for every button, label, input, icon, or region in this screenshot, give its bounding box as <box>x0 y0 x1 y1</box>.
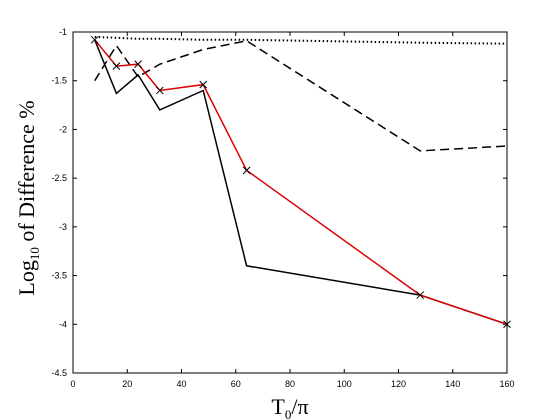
y-axis-label-tail: of Difference % <box>14 100 39 247</box>
y-axis-label-sub: 10 <box>27 247 42 260</box>
y-tick-label: -1.5 <box>51 76 67 86</box>
x-axis-label-sub: 0 <box>285 407 292 420</box>
data-point-marker <box>242 166 251 175</box>
ticks: 0 20 40 60 80 100 120 140 160 -1 -1.5 -2 -2.5 -3 -3.5 -… <box>51 27 514 389</box>
x-tick-label: 20 <box>122 379 132 389</box>
y-tick-label: -2 <box>59 124 67 134</box>
series-dashed-line <box>94 40 508 152</box>
y-axis-label: Log10 of Difference % <box>14 100 42 295</box>
x-tick-label: 40 <box>176 379 186 389</box>
x-tick-label: 100 <box>337 379 352 389</box>
data-point-marker <box>503 320 511 329</box>
y-tick-label: -4.5 <box>51 368 67 378</box>
x-tick-label: 120 <box>391 379 406 389</box>
x-tick-label: 80 <box>285 379 295 389</box>
x-tick-label: 140 <box>445 379 460 389</box>
data-point-marker <box>134 60 142 69</box>
y-tick-label: -2.5 <box>51 173 67 183</box>
x-axis-label-main: T <box>271 394 285 419</box>
series-solid-line <box>94 39 508 326</box>
data-point-marker <box>90 35 99 44</box>
data-point-marker <box>155 86 164 95</box>
y-axis-label-main: Log <box>14 260 39 295</box>
y-tick-label: -3 <box>59 222 67 232</box>
data-point-marker <box>199 80 208 89</box>
data-point-marker <box>416 291 425 299</box>
x-axis-label-tail: /π <box>291 394 308 419</box>
y-tick-label: -4 <box>59 319 67 329</box>
series-dotted-line <box>94 35 508 45</box>
x-axis-label: T0/π <box>271 394 308 420</box>
data-point-marker <box>112 62 121 70</box>
series-solid-line <box>94 39 508 326</box>
y-tick-label: -3.5 <box>51 271 67 281</box>
x-tick-label: 160 <box>499 379 514 389</box>
series-group <box>90 35 511 329</box>
y-tick-label: -1 <box>59 27 67 37</box>
x-tick-label: 0 <box>70 379 75 389</box>
x-tick-label: 60 <box>231 379 241 389</box>
plot-area <box>72 31 508 374</box>
